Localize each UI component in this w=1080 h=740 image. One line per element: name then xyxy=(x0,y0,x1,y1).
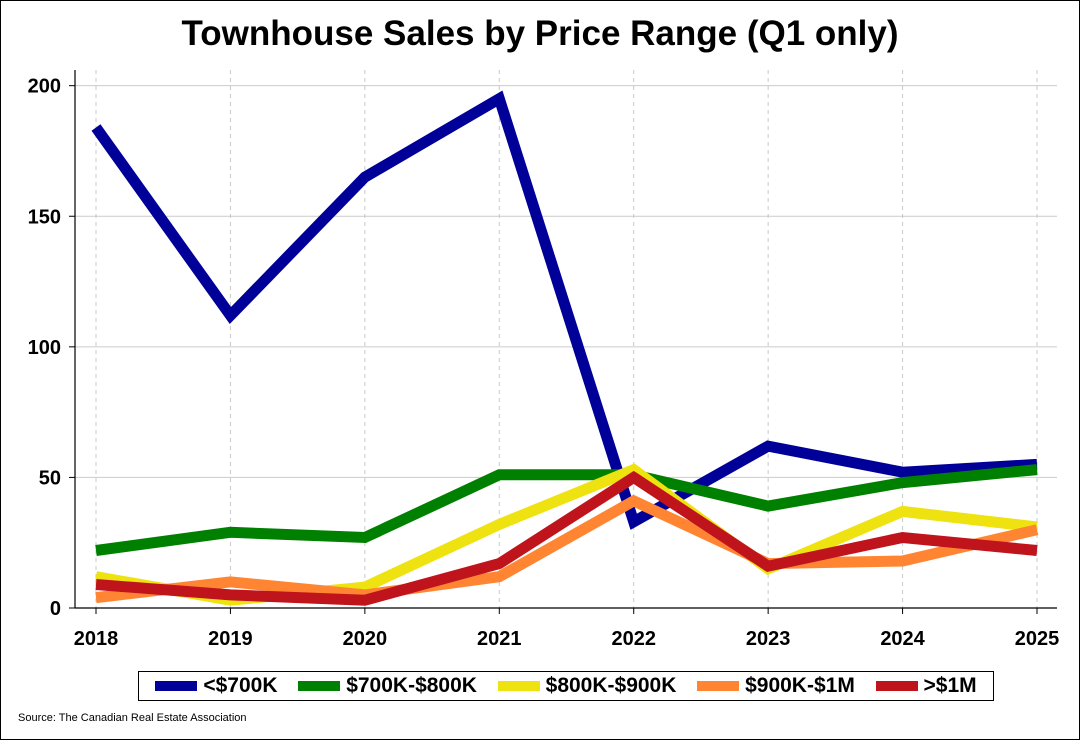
legend-swatch xyxy=(875,681,918,691)
series-layer xyxy=(91,90,1039,606)
x-tick-label: 2020 xyxy=(343,628,388,650)
x-tick-label: 2019 xyxy=(208,628,253,650)
x-tick-label: 2018 xyxy=(74,628,119,650)
legend-label: >$1M xyxy=(923,674,977,697)
legend-swatch xyxy=(155,681,198,691)
legend-swatch xyxy=(298,681,341,691)
y-tick-label: 0 xyxy=(50,598,61,620)
series-line-3 xyxy=(95,494,1039,604)
x-tick-label: 2024 xyxy=(880,628,925,650)
grid-layer xyxy=(75,70,1057,608)
legend-label: $700K-$800K xyxy=(346,674,477,697)
legend-item: <$700K xyxy=(155,674,278,698)
series-line-1 xyxy=(95,464,1038,556)
legend: <$700K $700K-$800K $800K-$900K $900K-$1M… xyxy=(138,671,994,701)
axis-layer: 0 50 100 150 200 2018 2019 2020 2021 2022 2023 2024… xyxy=(28,70,1060,650)
legend-label: <$700K xyxy=(203,674,278,697)
y-tick-label: 150 xyxy=(28,206,61,228)
series-line-4 xyxy=(95,470,1038,606)
legend-item: $700K-$800K xyxy=(298,674,477,698)
y-tick-label: 100 xyxy=(28,337,61,359)
y-tick-label: 200 xyxy=(28,76,61,98)
x-tick-label: 2022 xyxy=(611,628,656,650)
series-line-0 xyxy=(91,90,1038,530)
legend-item: >$1M xyxy=(875,674,977,698)
legend-label: $900K-$1M xyxy=(745,674,855,697)
legend-label: $800K-$900K xyxy=(545,674,677,697)
source-note: Source: The Canadian Real Estate Associa… xyxy=(18,712,247,724)
x-tick-label: 2023 xyxy=(746,628,791,650)
legend-item: $800K-$900K xyxy=(497,674,677,698)
y-tick-label: 50 xyxy=(39,467,61,489)
chart-title: Townhouse Sales by Price Range (Q1 only) xyxy=(181,14,899,53)
legend-swatch xyxy=(697,681,740,691)
legend-item: $900K-$1M xyxy=(697,674,855,698)
x-tick-label: 2021 xyxy=(477,628,522,650)
legend-swatch xyxy=(497,681,540,691)
x-tick-label: 2025 xyxy=(1015,628,1060,650)
